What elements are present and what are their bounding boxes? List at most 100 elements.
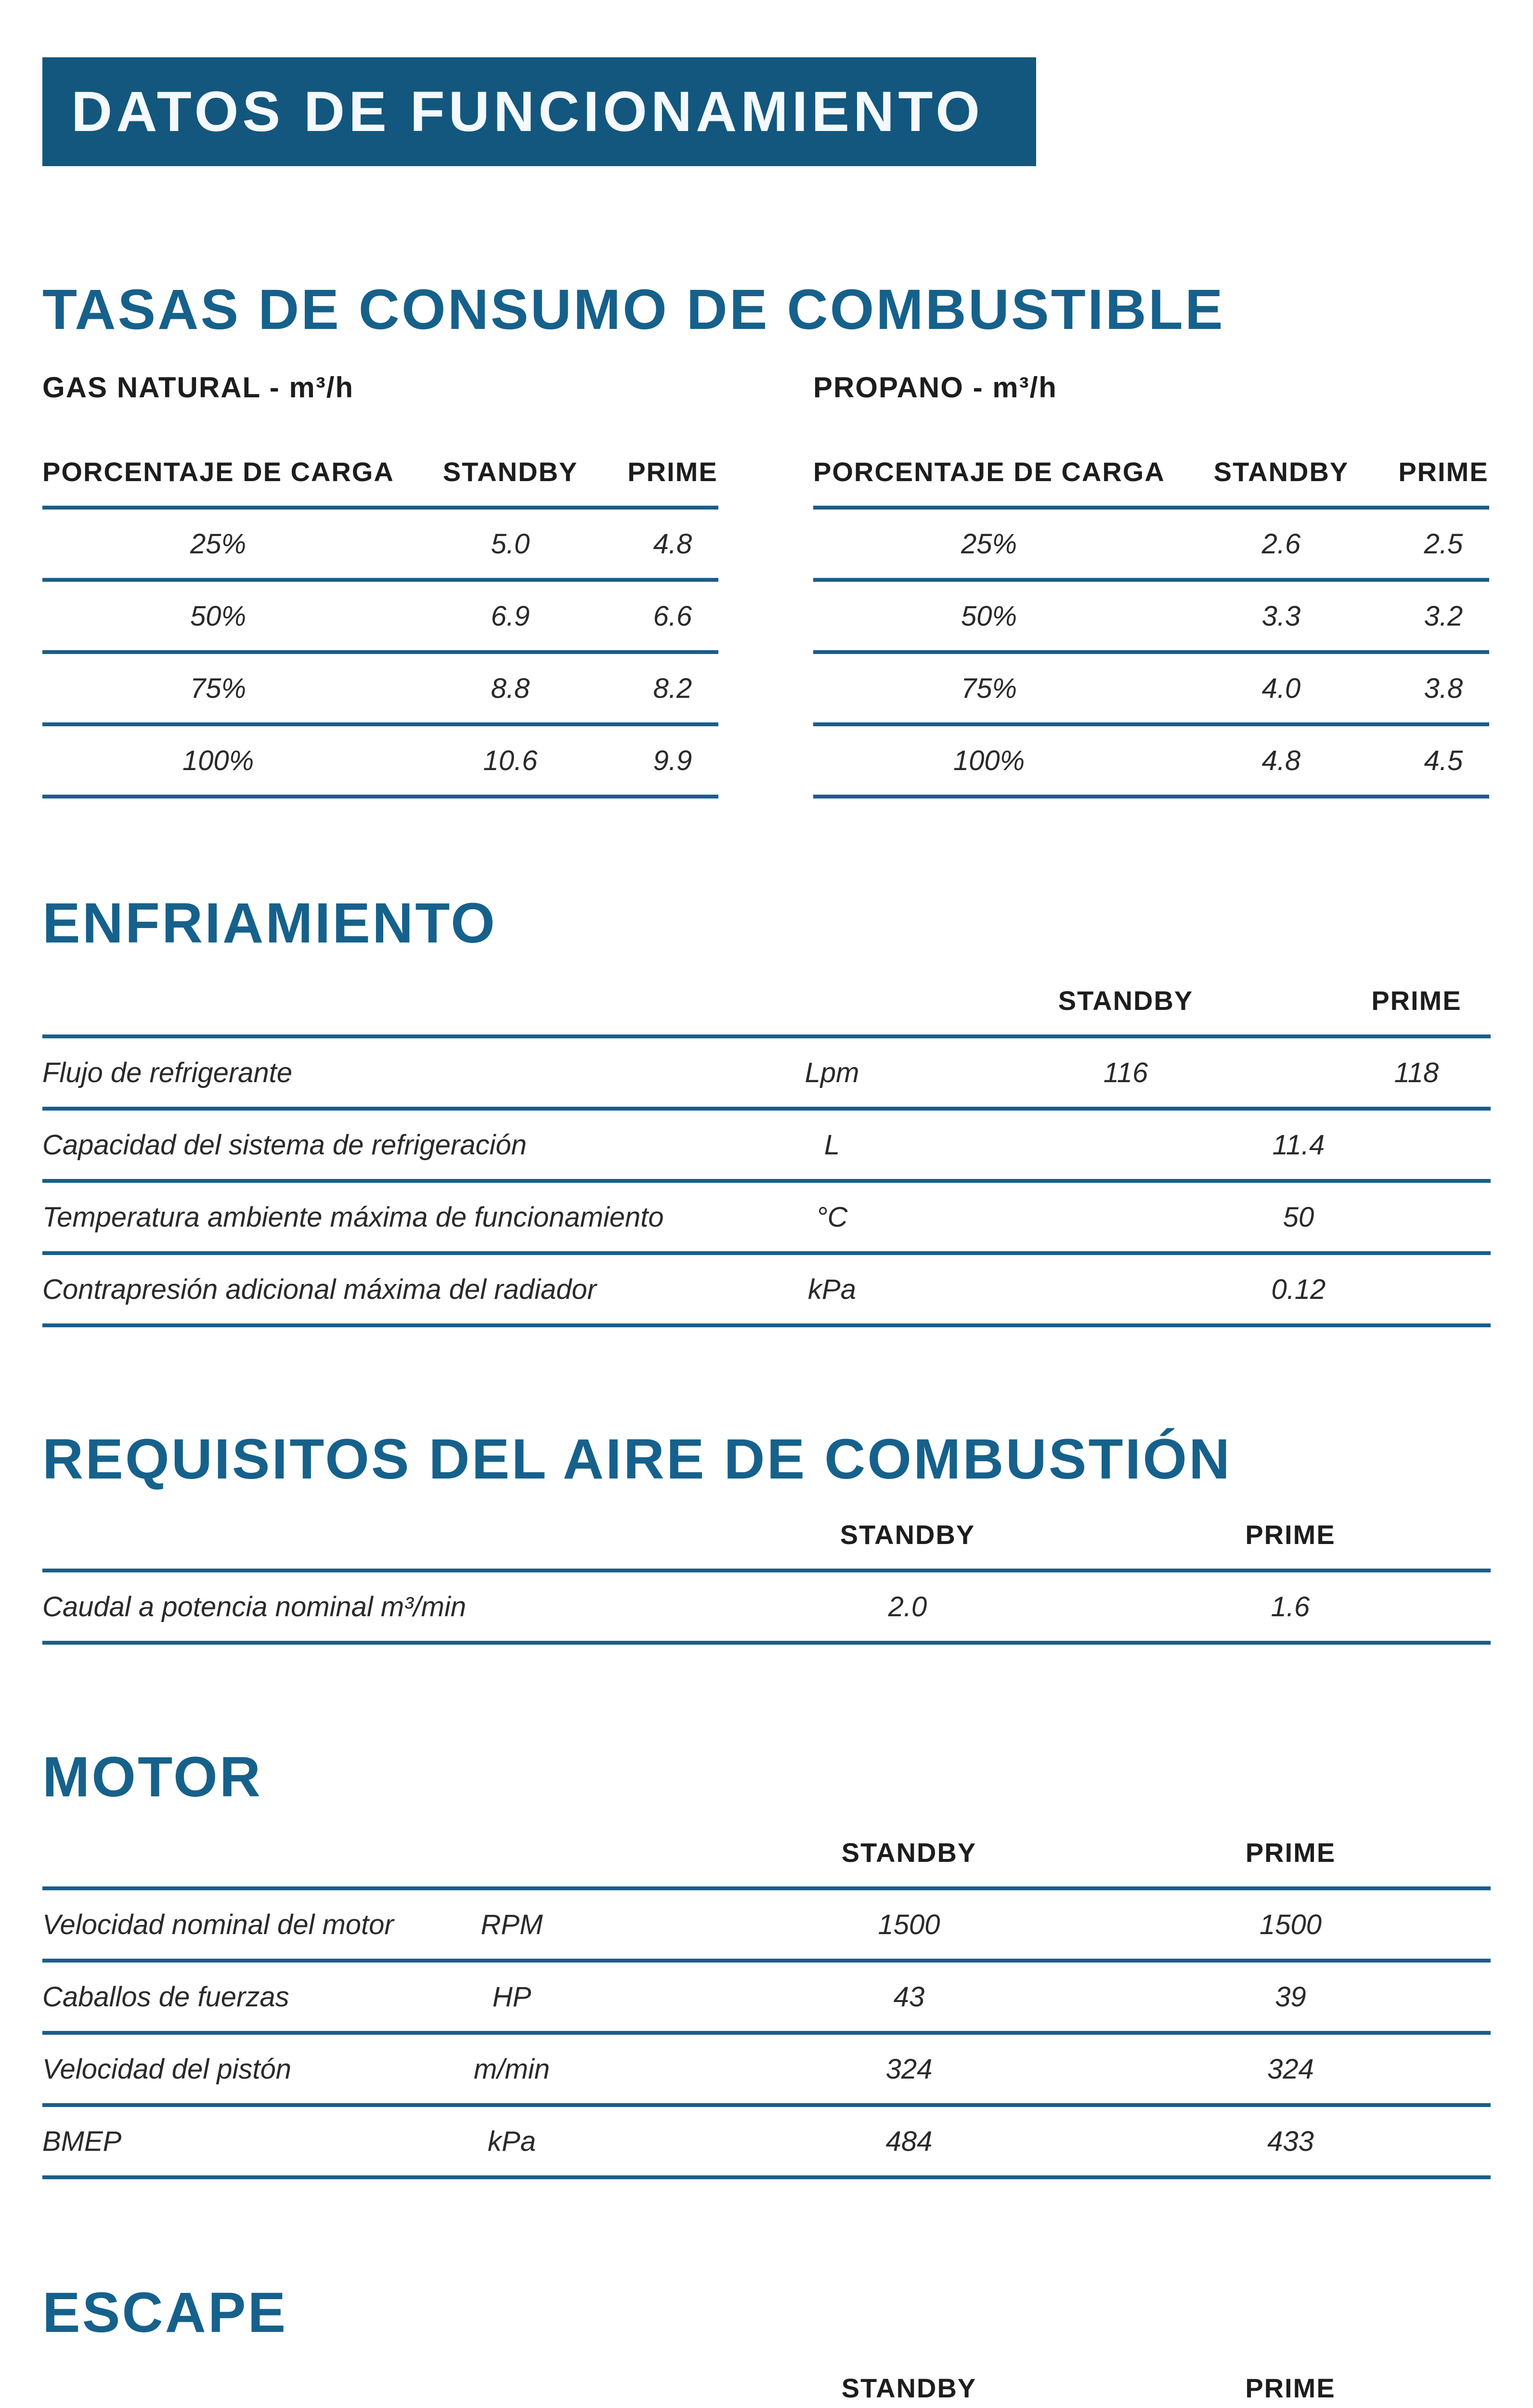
table-row: Caballos de fuerzas HP 43 39 [42,1963,1491,2035]
value-cell: 0.12 [1271,1273,1326,1305]
cooling-table: STANDBY PRIME Flujo de refrigerante Lpm … [42,966,1491,1327]
table-row: Capacidad del sistema de refrigeración L… [42,1111,1491,1183]
standby-cell: 484 [885,2125,933,2157]
unit-cell: kPa [488,2125,536,2157]
prime-cell: 324 [1267,2053,1314,2085]
fuel-table-title-natural-gas: GAS NATURAL - m³/h [42,371,354,404]
prime-cell: 433 [1267,2125,1314,2157]
standby-cell: 116 [1103,1057,1148,1088]
standby-cell: 1500 [878,1909,940,1940]
prime-cell: 2.5 [1424,528,1463,560]
prime-cell: 1500 [1259,1909,1322,1940]
standby-cell: 324 [885,2053,933,2085]
section-heading-exhaust: ESCAPE [42,2281,288,2344]
table-row: Temperatura ambiente máxima de funcionam… [42,1183,1491,1255]
section-heading-combustion-air: REQUISITOS DEL AIRE DE COMBUSTIÓN [42,1427,1232,1491]
load-cell: 50% [190,600,247,632]
load-cell: 75% [961,672,1017,704]
table-row: 50% 3.3 3.2 [813,582,1489,654]
table-header-row: PORCENTAJE DE CARGA STANDBY PRIME [813,437,1489,510]
prime-cell: 8.2 [653,672,692,704]
col-header-prime: PRIME [1371,985,1462,1016]
prime-cell: 4.5 [1424,745,1463,776]
standby-cell: 4.8 [1261,745,1301,776]
load-cell: 25% [961,528,1017,560]
table-row: 100% 4.8 4.5 [813,726,1489,798]
standby-cell: 6.9 [491,600,530,632]
page-title: DATOS DE FUNCIONAMIENTO [71,80,984,144]
col-header-standby: STANDBY [841,1837,977,1868]
fuel-table-title-propane: PROPANO - m³/h [813,371,1057,404]
load-cell: 50% [961,600,1017,632]
table-row: Flujo de refrigerante Lpm 116 118 [42,1038,1491,1111]
page-title-bar: DATOS DE FUNCIONAMIENTO [42,57,1036,166]
load-cell: 25% [190,528,247,560]
unit-cell: °C [816,1201,848,1233]
prime-cell: 3.2 [1424,600,1463,632]
prime-cell: 4.8 [653,528,692,560]
section-heading-engine: MOTOR [42,1745,263,1809]
engine-table: STANDBY PRIME Velocidad nominal del moto… [42,1818,1491,2179]
standby-cell: 5.0 [491,528,530,560]
prime-cell: 3.8 [1424,672,1463,704]
unit-cell: kPa [808,1273,856,1305]
col-header-standby: STANDBY [442,456,578,487]
fuel-tables: GAS NATURAL - m³/h PORCENTAJE DE CARGA S… [42,371,1491,798]
table-row: 25% 5.0 4.8 [42,510,718,582]
table-header-row: STANDBY PRIME [42,966,1491,1038]
col-header-standby: STANDBY [841,2372,977,2403]
col-header-prime: PRIME [627,456,718,487]
prime-cell: 9.9 [653,745,692,776]
unit-cell: Lpm [805,1057,859,1088]
table-row: Velocidad del pistón m/min 324 324 [42,2035,1491,2107]
fuel-table-natural-gas: GAS NATURAL - m³/h PORCENTAJE DE CARGA S… [42,371,718,798]
table-row: 75% 4.0 3.8 [813,654,1489,726]
row-label: Velocidad del pistón [42,2053,291,2085]
section-heading-cooling: ENFRIAMIENTO [42,891,497,955]
prime-cell: 6.6 [653,600,692,632]
value-cell: 50 [1283,1201,1314,1233]
fuel-table-propane: PROPANO - m³/h PORCENTAJE DE CARGA STAND… [813,371,1489,798]
prime-cell: 39 [1275,1981,1306,2013]
table-header-row: STANDBY PRIME [42,1818,1491,1890]
col-header-prime: PRIME [1245,1519,1336,1550]
standby-cell: 2.0 [888,1591,927,1623]
section-heading-fuel-consumption: TASAS DE CONSUMO DE COMBUSTIBLE [42,278,1225,341]
table-row: 25% 2.6 2.5 [813,510,1489,582]
unit-cell: L [824,1129,840,1161]
prime-cell: 1.6 [1271,1591,1310,1623]
row-label: Velocidad nominal del motor [42,1909,394,1940]
col-header-load-percentage: PORCENTAJE DE CARGA [42,456,394,487]
standby-cell: 10.6 [483,745,538,776]
col-header-standby: STANDBY [1058,985,1194,1016]
table-row: 50% 6.9 6.6 [42,582,718,654]
load-cell: 75% [190,672,247,704]
standby-cell: 2.6 [1261,528,1301,560]
col-header-standby: STANDBY [840,1519,975,1550]
unit-cell: HP [492,1981,532,2013]
col-header-standby: STANDBY [1213,456,1349,487]
table-row: BMEP kPa 484 433 [42,2107,1491,2179]
exhaust-table: STANDBY PRIME Caudal de escape (potencia… [42,2354,1491,2408]
row-label: Contrapresión adicional máxima del radia… [42,1273,597,1305]
standby-cell: 8.8 [491,672,530,704]
table-header-row: STANDBY PRIME [42,2354,1491,2408]
row-label: Caudal a potencia nominal m³/min [42,1591,467,1623]
table-row: 75% 8.8 8.2 [42,654,718,726]
row-label: Capacidad del sistema de refrigeración [42,1129,527,1161]
prime-cell: 118 [1394,1057,1439,1088]
row-label: BMEP [42,2125,122,2157]
unit-cell: m/min [474,2053,550,2085]
unit-cell: RPM [481,1909,543,1940]
table-row: Velocidad nominal del motor RPM 1500 150… [42,1890,1491,1963]
table-row: Caudal a potencia nominal m³/min 2.0 1.6 [42,1572,1491,1645]
row-label: Flujo de refrigerante [42,1057,293,1088]
col-header-load-percentage: PORCENTAJE DE CARGA [813,456,1165,487]
standby-cell: 43 [893,1981,925,2013]
col-header-prime: PRIME [1245,1837,1336,1868]
value-cell: 11.4 [1272,1129,1325,1161]
row-label: Temperatura ambiente máxima de funcionam… [42,1201,664,1233]
standby-cell: 3.3 [1261,600,1301,632]
table-header-row: STANDBY PRIME [42,1500,1491,1572]
col-header-prime: PRIME [1398,456,1489,487]
